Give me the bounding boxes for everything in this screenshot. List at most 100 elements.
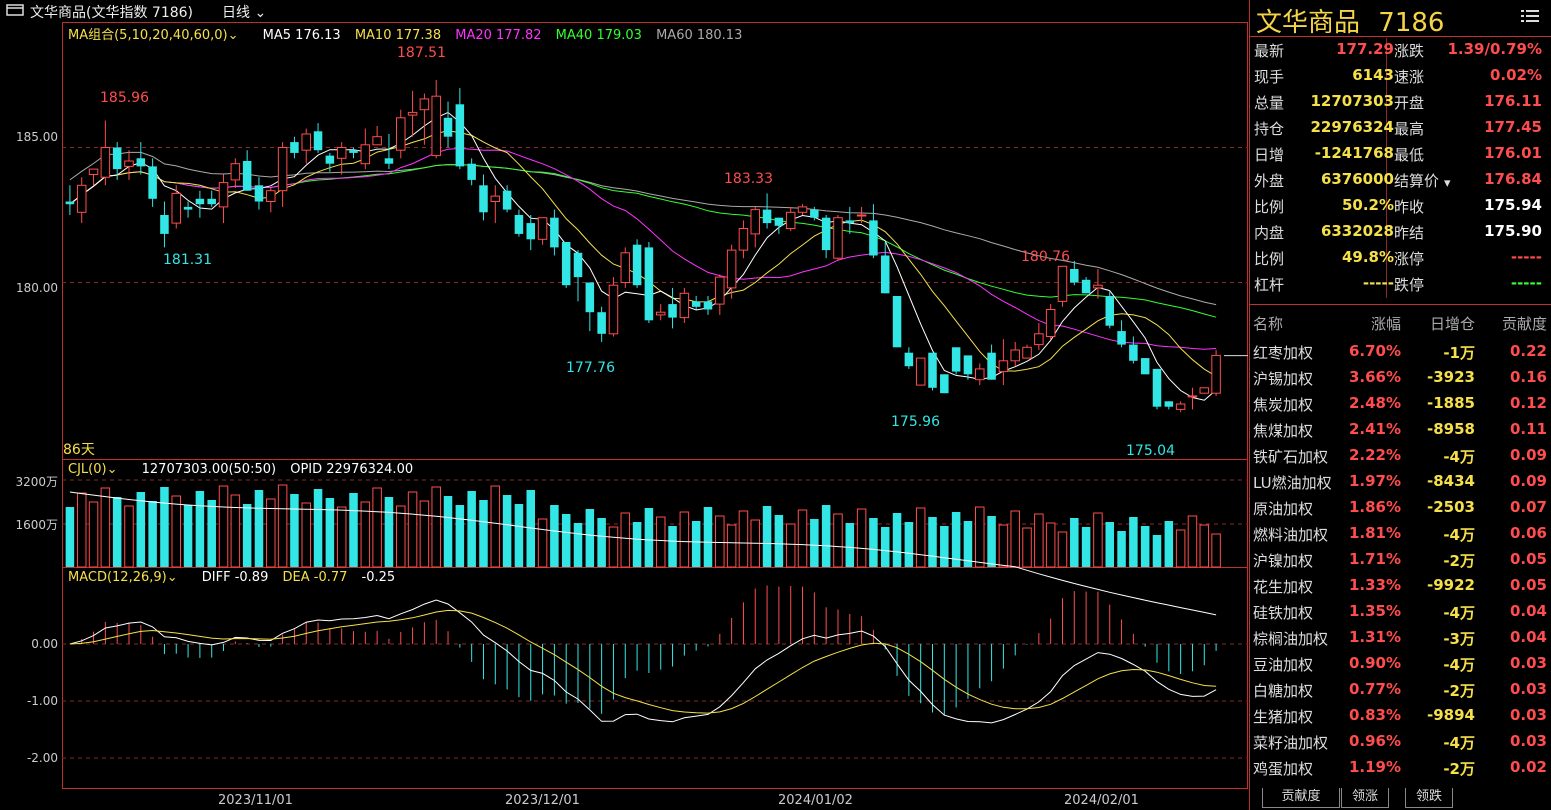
ma-group-label[interactable]: MA组合(5,10,20,40,60,0) <box>68 28 228 43</box>
volume-bar <box>774 515 784 567</box>
product-name: 沪镍加权 <box>1253 552 1314 570</box>
table-row[interactable]: 燃料油加权 1.81% -4万 0.06 <box>1250 524 1551 550</box>
volume-bar <box>726 524 737 568</box>
volume-bar <box>1117 531 1126 567</box>
quote-column-divider <box>1386 38 1387 298</box>
cjl-value: 12707303.00(50:50) <box>141 462 277 477</box>
quote-row: 持仓 22976324 最高 177.45 <box>1250 118 1550 144</box>
candle-body <box>585 282 595 313</box>
quote-label: 结算价 <box>1394 172 1440 190</box>
volume-bar <box>1199 524 1210 568</box>
candle-body <box>1081 279 1091 294</box>
period-selector[interactable]: 日线 ⌄ <box>222 2 266 22</box>
ma5-value: MA5 176.13 <box>262 28 341 43</box>
table-row[interactable]: 硅铁加权 1.35% -4万 0.04 <box>1250 602 1551 628</box>
contribution: 0.22 <box>1509 342 1547 360</box>
candle-body <box>266 190 276 202</box>
candle-body <box>573 252 583 278</box>
list-menu-icon[interactable] <box>1521 8 1539 24</box>
change-pct: 3.66% <box>1348 368 1401 386</box>
candle-body <box>856 214 867 217</box>
candle-body <box>242 161 252 191</box>
volume-bar <box>313 489 323 567</box>
volume-bar <box>998 524 1009 568</box>
table-row[interactable]: 沪锡加权 3.66% -3923 0.16 <box>1250 368 1551 394</box>
volume-bar <box>880 527 890 567</box>
candle-body <box>810 209 819 218</box>
quote-value: ----- <box>1510 248 1542 266</box>
table-row[interactable]: 铁矿石加权 2.22% -4万 0.09 <box>1250 446 1551 472</box>
volume-bar <box>76 492 87 568</box>
table-row[interactable]: 原油加权 1.86% -2503 0.07 <box>1250 498 1551 524</box>
tab-contribution[interactable]: 贡献度 <box>1262 788 1340 808</box>
table-row[interactable]: 白糖加权 0.77% -2万 0.03 <box>1250 680 1551 706</box>
macd-legend: MACD(12,26,9)⌄ DIFF -0.89 DEA -0.77 -0.2… <box>68 570 405 585</box>
table-row[interactable]: 菜籽油加权 0.96% -4万 0.03 <box>1250 732 1551 758</box>
candle-body <box>195 198 205 205</box>
change-pct: 1.97% <box>1348 472 1401 490</box>
candle-body <box>88 168 99 176</box>
quote-value: 175.90 <box>1484 222 1542 240</box>
change-pct: 1.81% <box>1348 524 1401 542</box>
candle-body <box>112 147 122 170</box>
table-row[interactable]: LU燃油加权 1.97% -8434 0.09 <box>1250 472 1551 498</box>
contribution: 0.07 <box>1509 498 1547 516</box>
kline-chart[interactable] <box>62 22 1248 789</box>
contribution: 0.04 <box>1509 602 1547 620</box>
product-name: 红枣加权 <box>1253 344 1314 362</box>
window-icon[interactable] <box>6 3 24 17</box>
contribution: 0.05 <box>1509 550 1547 568</box>
quote-label: 持仓 <box>1254 120 1285 138</box>
candle-body <box>1164 401 1174 407</box>
quote-row: 现手 6143 速涨 0.02% <box>1250 66 1550 92</box>
table-row[interactable]: 焦炭加权 2.48% -1885 0.12 <box>1250 394 1551 420</box>
diff-value: DIFF -0.89 <box>201 570 269 585</box>
volume-bar <box>336 506 347 568</box>
candle-body <box>514 215 524 234</box>
oi-change: -1885 <box>1427 394 1475 412</box>
price-tick-180: 180.00 <box>16 281 58 295</box>
table-row[interactable]: 鸡蛋加权 1.19% -2万 0.02 <box>1250 758 1551 784</box>
change-pct: 0.90% <box>1348 654 1401 672</box>
col-name[interactable]: 名称 <box>1253 315 1284 333</box>
table-row[interactable]: 红枣加权 6.70% -1万 0.22 <box>1250 342 1551 368</box>
candle-body <box>1175 403 1186 410</box>
table-row[interactable]: 棕榈油加权 1.31% -3万 0.04 <box>1250 628 1551 654</box>
candle-body <box>940 374 949 394</box>
volume-bar <box>892 513 902 567</box>
change-pct: 2.48% <box>1348 394 1401 412</box>
quote-label: 速涨 <box>1394 68 1425 86</box>
col-change[interactable]: 涨幅 <box>1370 315 1401 333</box>
table-row[interactable]: 花生加权 1.33% -9922 0.05 <box>1250 576 1551 602</box>
candle-body <box>502 190 512 210</box>
macd-tick-minus2: -2.00 <box>26 751 58 765</box>
table-row[interactable]: 生猪加权 0.83% -9894 0.03 <box>1250 706 1551 732</box>
table-row[interactable]: 豆油加权 0.90% -4万 0.03 <box>1250 654 1551 680</box>
volume-bar <box>301 502 311 568</box>
table-row[interactable]: 焦煤加权 2.41% -8958 0.11 <box>1250 420 1551 446</box>
product-name: 沪锡加权 <box>1253 370 1314 388</box>
candle-body <box>928 352 937 388</box>
candle-body <box>774 217 784 226</box>
quote-label: 外盘 <box>1254 172 1285 190</box>
chevron-down-icon: ⌄ <box>227 28 239 43</box>
macd-label[interactable]: MACD(12,26,9) <box>68 570 167 585</box>
product-name: 硅铁加权 <box>1253 604 1314 622</box>
candle-body <box>384 158 394 164</box>
table-row[interactable]: 沪镍加权 1.71% -2万 0.05 <box>1250 550 1551 576</box>
volume-bar <box>821 505 831 567</box>
instrument-title: 文华商品(文华指数 7186) <box>30 5 194 21</box>
quote-value: 22976324 <box>1310 118 1395 136</box>
volume-bar <box>254 490 264 567</box>
col-contribution[interactable]: 贡献度 <box>1501 315 1547 333</box>
volume-bar <box>1152 535 1162 567</box>
cjl-label[interactable]: CJL(0) <box>68 462 107 477</box>
days-count-label: 86天 <box>63 442 95 458</box>
col-oi-change[interactable]: 日增仓 <box>1429 315 1475 333</box>
chevron-down-icon[interactable]: ▾ <box>1444 176 1451 191</box>
volume-bar <box>148 501 157 567</box>
candle-body <box>372 136 382 146</box>
tab-leading-up[interactable]: 领涨 <box>1341 788 1389 808</box>
tab-leading-down[interactable]: 领跌 <box>1405 788 1453 808</box>
oi-change: -8958 <box>1427 420 1475 438</box>
